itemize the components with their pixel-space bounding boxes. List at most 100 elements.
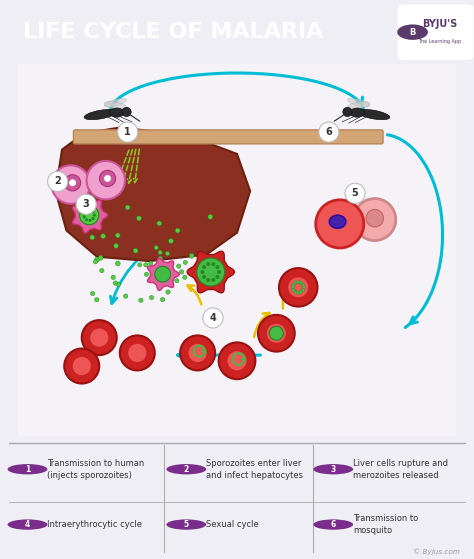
Ellipse shape (84, 110, 117, 120)
Circle shape (104, 175, 111, 182)
Circle shape (228, 351, 246, 371)
Circle shape (216, 265, 219, 269)
Circle shape (82, 205, 87, 210)
Circle shape (76, 194, 96, 214)
Circle shape (216, 275, 219, 279)
Circle shape (313, 519, 353, 530)
Text: 2: 2 (183, 465, 189, 473)
Circle shape (115, 233, 120, 238)
FancyBboxPatch shape (399, 5, 473, 59)
Circle shape (179, 269, 184, 274)
Circle shape (69, 179, 76, 186)
Circle shape (158, 256, 163, 261)
Circle shape (366, 210, 383, 227)
Circle shape (80, 206, 99, 225)
Circle shape (91, 210, 95, 214)
Circle shape (211, 278, 215, 282)
Circle shape (166, 464, 206, 475)
Text: Liver cells rupture and
merozoites released: Liver cells rupture and merozoites relea… (353, 458, 448, 480)
Circle shape (155, 266, 171, 282)
Circle shape (95, 257, 100, 262)
Polygon shape (73, 197, 108, 233)
Circle shape (144, 263, 148, 267)
Circle shape (300, 291, 302, 293)
Circle shape (354, 198, 396, 240)
Circle shape (90, 329, 109, 347)
Circle shape (201, 270, 204, 274)
Circle shape (89, 209, 91, 211)
Text: The Learning App: The Learning App (418, 39, 461, 44)
Circle shape (397, 25, 428, 40)
Circle shape (64, 175, 81, 191)
Circle shape (302, 286, 305, 289)
Text: 4: 4 (25, 520, 30, 529)
Text: 4: 4 (210, 313, 216, 323)
Circle shape (175, 278, 179, 283)
Circle shape (176, 264, 181, 268)
Circle shape (90, 235, 95, 240)
Circle shape (158, 258, 163, 263)
Polygon shape (147, 258, 179, 291)
Circle shape (154, 245, 158, 250)
Circle shape (217, 270, 221, 274)
Circle shape (144, 272, 148, 276)
Circle shape (89, 219, 91, 222)
Circle shape (169, 239, 173, 243)
Text: 3: 3 (83, 199, 90, 209)
Circle shape (93, 214, 96, 217)
Circle shape (175, 228, 180, 233)
Text: Sporozoites enter liver
and infect hepatocytes: Sporozoites enter liver and infect hepat… (206, 458, 303, 480)
FancyBboxPatch shape (73, 130, 383, 144)
Circle shape (47, 172, 68, 192)
Circle shape (98, 255, 103, 260)
Text: Intraerythrocytic cycle: Intraerythrocytic cycle (47, 520, 142, 529)
Circle shape (124, 294, 128, 299)
Circle shape (279, 268, 318, 306)
Circle shape (345, 183, 365, 203)
Circle shape (149, 296, 154, 300)
Circle shape (100, 268, 104, 273)
Circle shape (91, 217, 95, 220)
Circle shape (8, 464, 47, 475)
Circle shape (241, 357, 245, 361)
Circle shape (292, 288, 295, 292)
Circle shape (155, 264, 161, 269)
Circle shape (160, 297, 165, 302)
Circle shape (52, 165, 90, 204)
Circle shape (258, 315, 295, 352)
Circle shape (158, 250, 162, 254)
Text: 5: 5 (352, 188, 358, 198)
Circle shape (319, 122, 339, 142)
Circle shape (343, 107, 352, 116)
Circle shape (294, 281, 297, 284)
Circle shape (211, 262, 215, 266)
Circle shape (85, 218, 88, 221)
Circle shape (100, 234, 106, 239)
Ellipse shape (347, 98, 370, 107)
Text: 1: 1 (124, 127, 131, 137)
Circle shape (120, 335, 155, 371)
Circle shape (189, 253, 194, 258)
Circle shape (137, 216, 141, 221)
Circle shape (201, 349, 205, 353)
Circle shape (73, 357, 91, 375)
Circle shape (313, 464, 353, 475)
Text: 6: 6 (326, 127, 332, 137)
Text: LIFE CYCLE OF MALARIA: LIFE CYCLE OF MALARIA (23, 22, 323, 42)
Circle shape (91, 291, 95, 296)
Text: 6: 6 (330, 520, 336, 529)
Circle shape (183, 260, 187, 264)
Circle shape (182, 275, 187, 280)
Circle shape (301, 283, 304, 286)
Text: © Byjus.com: © Byjus.com (413, 548, 460, 555)
Text: B: B (410, 27, 416, 37)
Circle shape (137, 263, 142, 267)
Circle shape (300, 281, 302, 284)
Circle shape (297, 281, 300, 283)
Text: 5: 5 (184, 520, 189, 529)
Circle shape (93, 259, 98, 264)
Circle shape (288, 277, 308, 297)
Circle shape (149, 261, 153, 266)
Circle shape (301, 288, 304, 292)
Circle shape (202, 275, 206, 279)
